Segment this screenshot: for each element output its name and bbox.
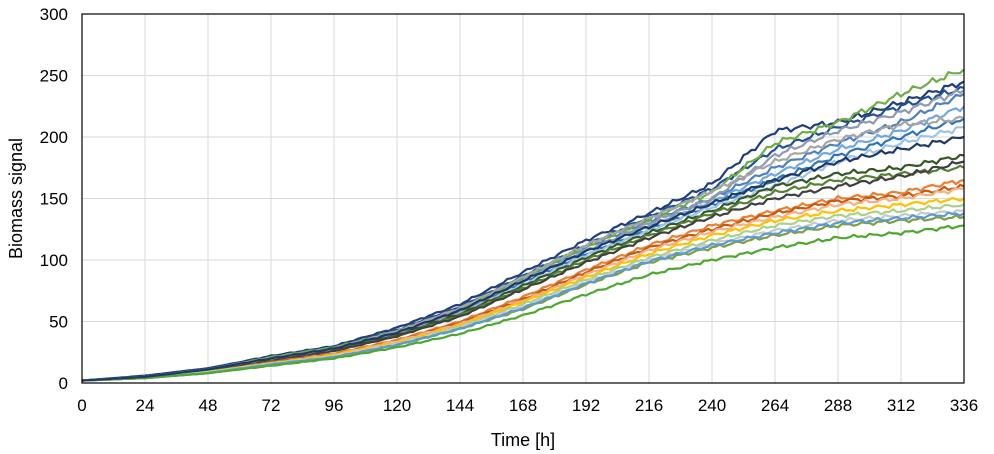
x-tick-label: 312 <box>887 396 915 415</box>
x-tick-label: 336 <box>950 396 978 415</box>
series-line <box>81 203 965 382</box>
y-tick-label: 50 <box>49 313 68 332</box>
series-line <box>81 160 965 382</box>
x-tick-label: 120 <box>383 396 411 415</box>
y-axis-title: Biomass signal <box>6 138 26 259</box>
x-tick-labels: 0 24 48 72 96 120 144 168 192 216 240 264 288 312 336 <box>77 396 978 415</box>
x-tick-label: 96 <box>325 396 344 415</box>
x-tick-label: 264 <box>761 396 789 415</box>
x-tick-label: 72 <box>262 396 281 415</box>
x-tick-label: 168 <box>509 396 537 415</box>
y-tick-label: 250 <box>40 67 68 86</box>
y-tick-label: 100 <box>40 251 68 270</box>
x-tick-label: 216 <box>635 396 663 415</box>
x-tick-label: 48 <box>199 396 218 415</box>
grid-lines <box>81 13 965 384</box>
plot-frame <box>81 13 965 384</box>
x-tick-label: 288 <box>824 396 852 415</box>
y-tick-label: 200 <box>40 128 68 147</box>
x-tick-label: 192 <box>572 396 600 415</box>
series-line <box>81 80 965 382</box>
y-tick-label: 150 <box>40 190 68 209</box>
x-tick-label: 0 <box>77 396 86 415</box>
x-tick-label: 144 <box>446 396 474 415</box>
x-tick-label: 240 <box>698 396 726 415</box>
y-tick-label: 300 <box>40 5 68 24</box>
series-line <box>81 224 965 382</box>
y-tick-label: 0 <box>59 374 68 393</box>
x-tick-label: 24 <box>136 396 155 415</box>
series-line <box>81 135 965 382</box>
series-layer <box>81 68 965 382</box>
x-axis-title: Time [h] <box>491 430 555 450</box>
y-tick-labels: 0 50 100 150 200 250 300 <box>40 5 68 393</box>
